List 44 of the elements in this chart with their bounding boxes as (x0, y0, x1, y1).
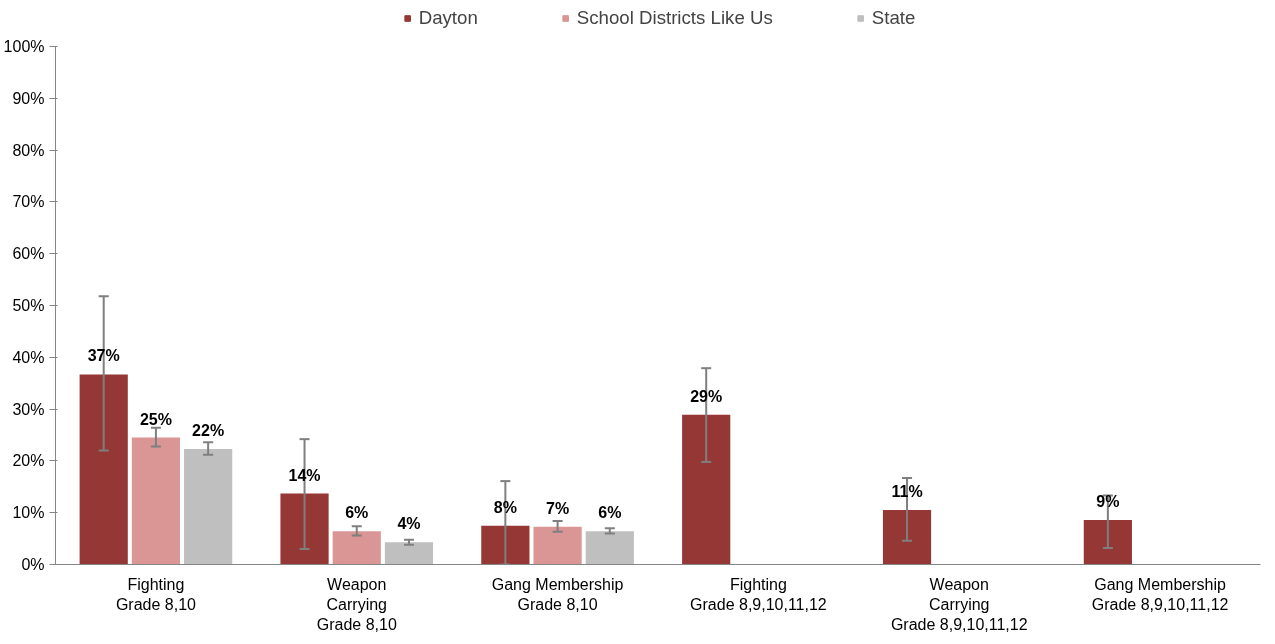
y-tick-label: 100% (3, 38, 45, 55)
data-label: 6% (345, 504, 369, 522)
x-tick-label: Weapon Carrying Grade 8,10 (316, 575, 397, 634)
x-tick-label: Fighting Grade 8,9,10,11,12 (690, 575, 827, 613)
y-tick-label: 0% (21, 556, 45, 573)
bar (384, 542, 434, 565)
data-label: 11% (891, 483, 923, 501)
data-label: 9% (1096, 492, 1120, 510)
x-tick-label: Fighting Grade 8,10 (115, 575, 197, 613)
bar (280, 493, 329, 565)
y-tick-label: 70% (12, 193, 45, 211)
bar (882, 510, 932, 565)
bar (184, 448, 233, 565)
data-label: 25% (139, 410, 172, 428)
y-tick-label: 90% (12, 89, 45, 107)
y-tick-label: 10% (12, 504, 45, 522)
data-label: 8% (493, 498, 517, 516)
y-tick-label: 20% (12, 452, 45, 470)
data-label: 37% (87, 347, 120, 365)
data-label: 14% (288, 466, 321, 484)
legend-label: State (871, 7, 916, 29)
bar (131, 437, 181, 565)
bar (79, 374, 128, 565)
y-tick-label: 60% (12, 245, 45, 263)
data-label: 6% (598, 504, 622, 522)
bar (585, 531, 634, 565)
data-label: 4% (397, 515, 421, 533)
x-tick-label: Weapon Carrying Grade 8,9,10,11,12 (890, 575, 1028, 634)
bar (682, 414, 731, 565)
y-tick-label: 30% (12, 400, 45, 418)
y-tick-label: 80% (12, 141, 45, 159)
legend-label: School Districts Like Us (576, 7, 773, 29)
y-tick-label: 50% (12, 297, 45, 314)
y-tick-label: 40% (12, 348, 45, 366)
data-label: 29% (690, 387, 723, 405)
x-tick-label: Gang Membership Grade 8,10 (491, 575, 624, 613)
x-tick-label: Gang Membership Grade 8,9,10,11,12 (1091, 575, 1229, 613)
bar (533, 526, 582, 565)
bar (1083, 519, 1132, 565)
bar (332, 531, 381, 565)
data-label: 7% (546, 499, 570, 517)
legend-label: Dayton (418, 7, 478, 29)
bar (481, 525, 530, 565)
data-label: 22% (192, 421, 225, 439)
